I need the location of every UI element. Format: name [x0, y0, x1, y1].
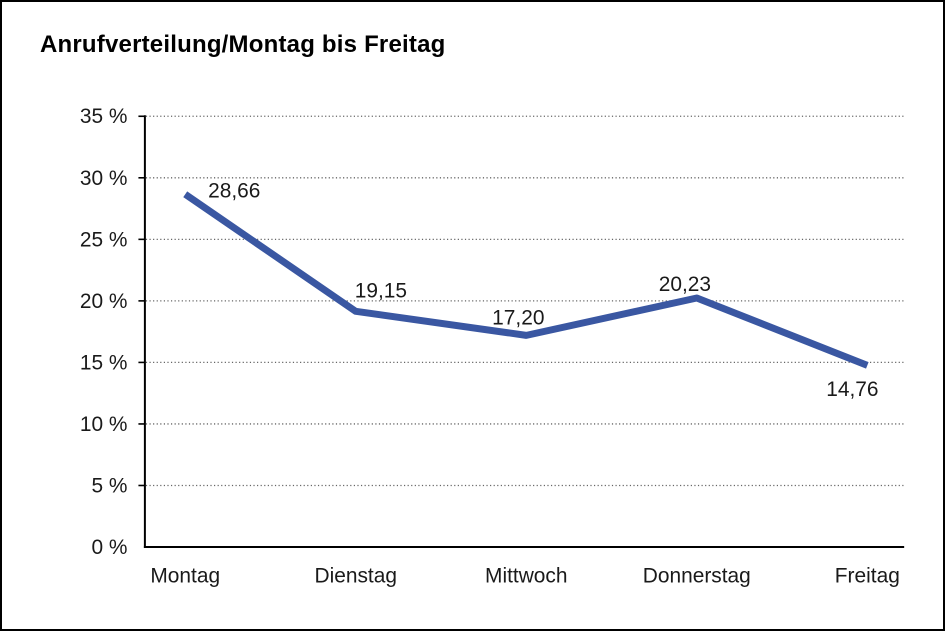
y-tick-label: 35 %: [80, 105, 128, 128]
data-line: [183, 191, 869, 369]
y-tick-label: 0 %: [91, 536, 127, 559]
data-point-label: 20,23: [659, 273, 711, 296]
y-tick-label: 20 %: [80, 290, 128, 313]
data-point-label: 14,76: [826, 378, 878, 401]
y-tick-label: 25 %: [80, 228, 128, 251]
y-tick-label: 30 %: [80, 167, 128, 190]
y-tick-label: 10 %: [80, 413, 128, 436]
y-tick-label: 5 %: [91, 474, 127, 497]
x-category-label: Donnerstag: [643, 564, 751, 587]
data-point-label: 17,20: [492, 306, 544, 329]
x-category-label: Dienstag: [315, 564, 397, 587]
data-point-label: 19,15: [355, 279, 407, 302]
data-point-label: 28,66: [208, 179, 260, 202]
x-category-label: Montag: [150, 564, 220, 587]
y-tick-label: 15 %: [80, 351, 128, 374]
x-category-label: Mittwoch: [485, 564, 567, 587]
x-category-label: Freitag: [835, 564, 900, 587]
chart-title: Anrufverteilung/Montag bis Freitag: [40, 31, 446, 58]
